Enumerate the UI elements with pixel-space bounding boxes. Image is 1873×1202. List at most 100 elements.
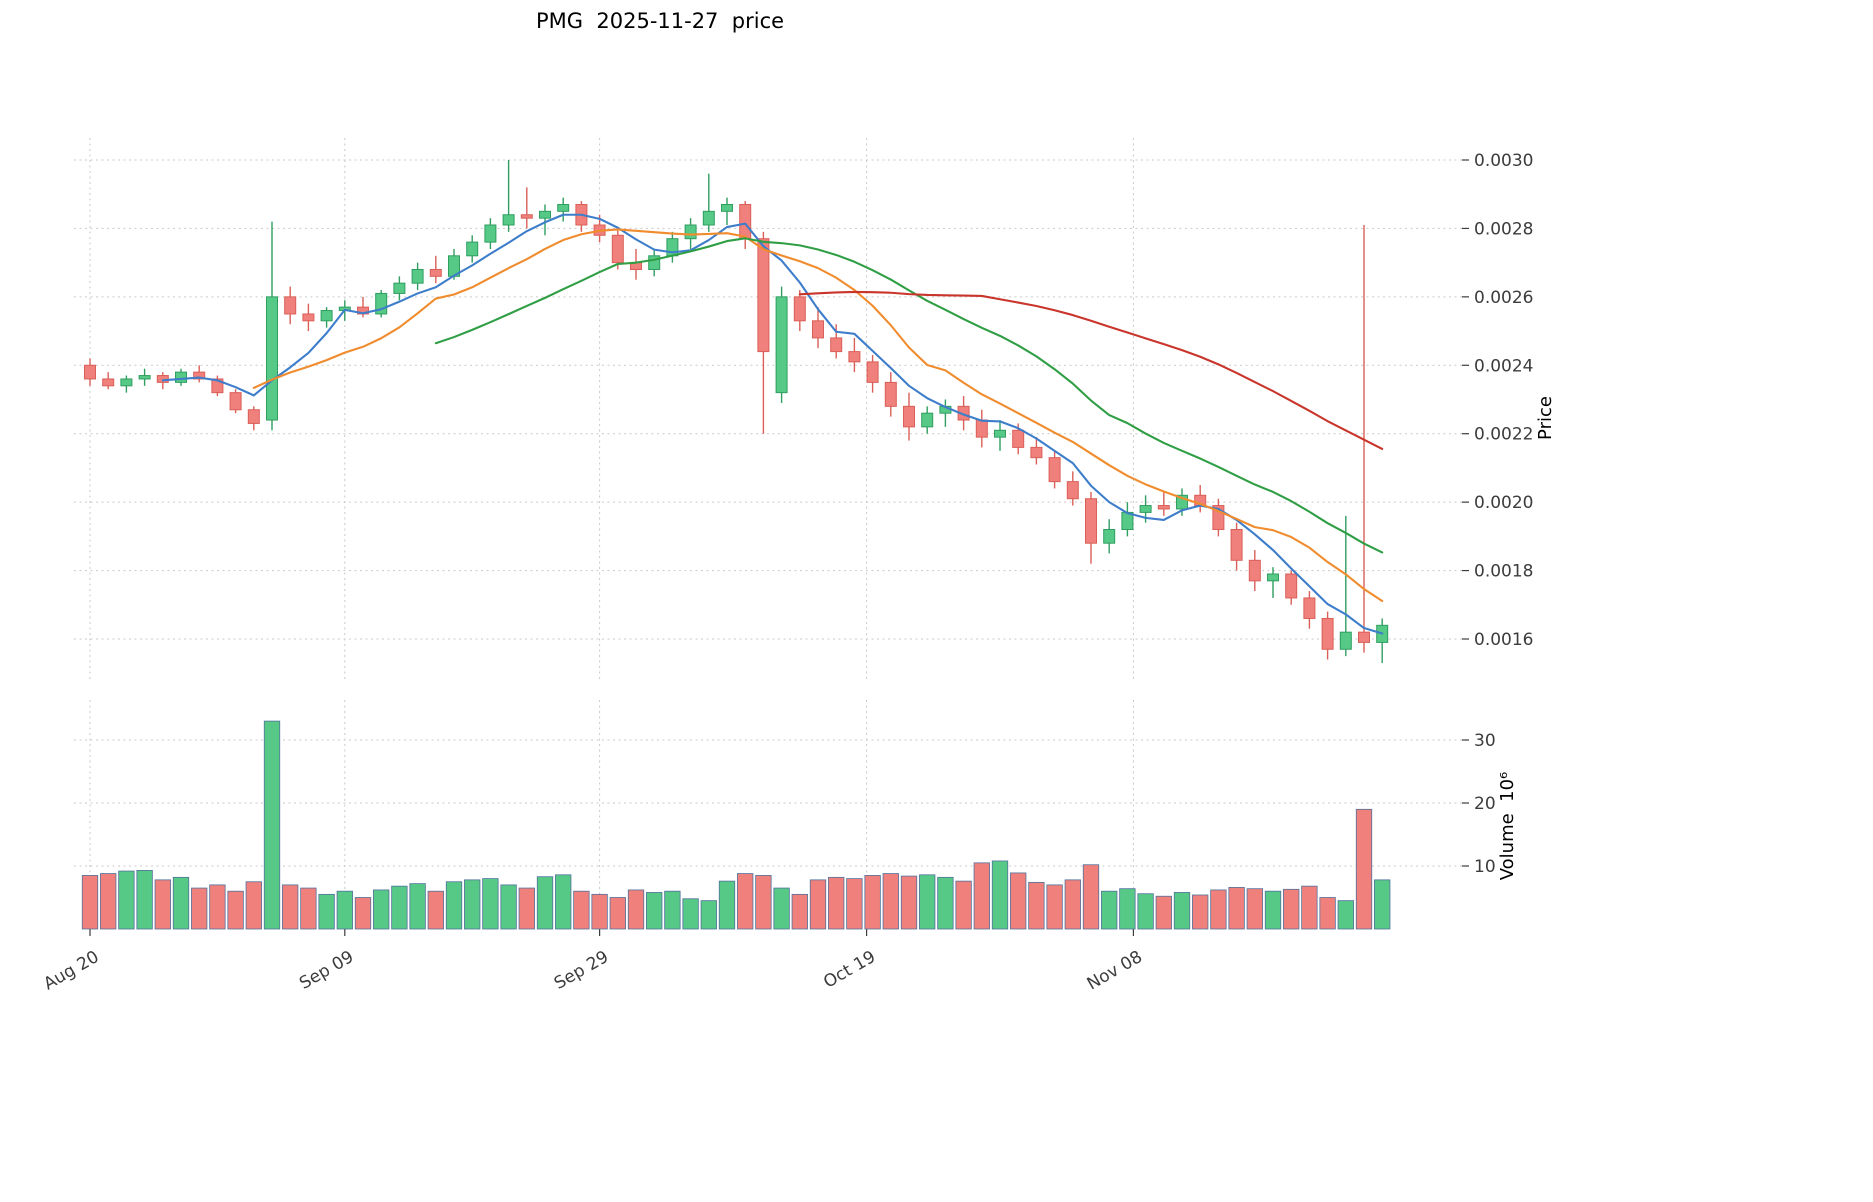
candle bbox=[611, 234, 624, 264]
volume-bar bbox=[809, 879, 827, 930]
candle bbox=[775, 296, 788, 394]
candle bbox=[1212, 505, 1225, 531]
volume-bar bbox=[627, 889, 645, 930]
price-tick-label: 0.0030 bbox=[1474, 151, 1533, 171]
volume-bars-layer bbox=[81, 720, 1391, 930]
candle bbox=[757, 238, 770, 353]
volume-bar bbox=[700, 900, 717, 930]
volume-bar bbox=[1337, 900, 1354, 930]
volume-bar bbox=[864, 875, 881, 930]
volume-bar bbox=[973, 862, 990, 930]
volume-tick-label: 30 bbox=[1474, 731, 1496, 751]
x-tick-label: Sep 29 bbox=[551, 947, 612, 994]
volume-bar bbox=[172, 876, 190, 930]
volume-bar bbox=[409, 883, 426, 930]
volume-bar bbox=[191, 887, 208, 930]
volume-bar bbox=[773, 887, 790, 930]
candle bbox=[848, 351, 861, 363]
volume-bar bbox=[354, 897, 372, 930]
volume-bar bbox=[445, 881, 463, 930]
ma-line-ma10 bbox=[252, 228, 1384, 603]
candle bbox=[175, 371, 187, 383]
gridlines bbox=[74, 138, 1469, 936]
volume-bar bbox=[282, 884, 299, 930]
volume-bar bbox=[791, 893, 808, 930]
volume-bar bbox=[227, 890, 244, 930]
candle bbox=[375, 292, 388, 315]
volume-bar bbox=[1301, 885, 1318, 930]
volume-bar bbox=[609, 897, 626, 930]
volume-axis-label: Volume 10⁶ bbox=[1497, 772, 1518, 881]
volume-bar bbox=[136, 870, 153, 930]
price-tick-label: 0.0016 bbox=[1474, 630, 1533, 650]
candle bbox=[1048, 457, 1061, 483]
candle bbox=[466, 241, 479, 257]
volume-bar bbox=[336, 890, 353, 930]
volume-bar bbox=[846, 878, 863, 930]
volume-bar bbox=[1246, 888, 1263, 930]
candle bbox=[1012, 429, 1025, 448]
candle bbox=[793, 296, 806, 322]
chart-layers: 0.0016 0.0018 0.0020 0.0022 0.0024 0.0026 0.00… bbox=[40, 138, 1533, 994]
candle bbox=[1176, 494, 1188, 510]
candle bbox=[1303, 597, 1316, 619]
volume-bar bbox=[937, 876, 954, 930]
volume-bar bbox=[81, 875, 99, 930]
candle bbox=[284, 296, 297, 315]
volume-tick-label: 20 bbox=[1474, 794, 1496, 814]
candle bbox=[684, 224, 697, 240]
candle bbox=[1267, 573, 1279, 582]
volume-bar bbox=[318, 893, 335, 930]
candles-layer bbox=[84, 160, 1389, 663]
price-tick-label: 0.0020 bbox=[1474, 493, 1533, 513]
candle bbox=[884, 381, 897, 407]
volume-bar bbox=[263, 720, 281, 930]
volume-bar bbox=[1101, 890, 1118, 930]
volume-bar bbox=[1082, 864, 1100, 930]
volume-bar bbox=[1355, 808, 1373, 930]
volume-bar bbox=[1155, 895, 1172, 930]
volume-bar bbox=[300, 887, 317, 930]
price-tick-label: 0.0022 bbox=[1474, 425, 1533, 445]
candle bbox=[247, 409, 260, 424]
volume-tick-label: 10 bbox=[1474, 857, 1496, 877]
price-tick-label: 0.0018 bbox=[1474, 562, 1533, 582]
candle bbox=[102, 378, 115, 387]
volume-bar bbox=[245, 881, 262, 930]
candle bbox=[739, 203, 752, 240]
candle bbox=[903, 405, 915, 428]
volume-bar bbox=[118, 870, 135, 930]
volume-bar bbox=[755, 875, 772, 930]
volume-bar bbox=[591, 893, 608, 930]
candle bbox=[1066, 481, 1079, 500]
candle bbox=[1230, 529, 1243, 561]
candle bbox=[411, 268, 424, 284]
candle bbox=[812, 320, 824, 339]
volume-bar bbox=[828, 876, 845, 930]
candle bbox=[193, 371, 206, 380]
candle bbox=[429, 268, 442, 277]
volume-bar bbox=[1119, 888, 1136, 930]
volume-bar bbox=[373, 889, 390, 930]
x-tick-label: Oct 19 bbox=[820, 947, 879, 993]
candle bbox=[1339, 631, 1352, 650]
volume-bar bbox=[427, 890, 444, 930]
volume-bar bbox=[900, 875, 918, 930]
x-tick-label: Aug 20 bbox=[40, 947, 102, 994]
volume-bar bbox=[209, 884, 226, 930]
volume-bar bbox=[1319, 897, 1336, 930]
candle bbox=[302, 313, 315, 322]
candle bbox=[1139, 505, 1152, 513]
volume-bar bbox=[1173, 892, 1191, 930]
volume-bar bbox=[646, 892, 663, 930]
candle bbox=[1085, 498, 1097, 544]
volume-bar bbox=[1064, 879, 1081, 930]
ma-line-ma40 bbox=[798, 290, 1384, 450]
candle bbox=[1248, 559, 1261, 582]
volume-bar bbox=[1192, 894, 1209, 930]
volume-bar bbox=[1028, 881, 1045, 930]
candle bbox=[1157, 505, 1170, 510]
candle bbox=[502, 214, 515, 226]
volume-bar bbox=[464, 879, 481, 930]
